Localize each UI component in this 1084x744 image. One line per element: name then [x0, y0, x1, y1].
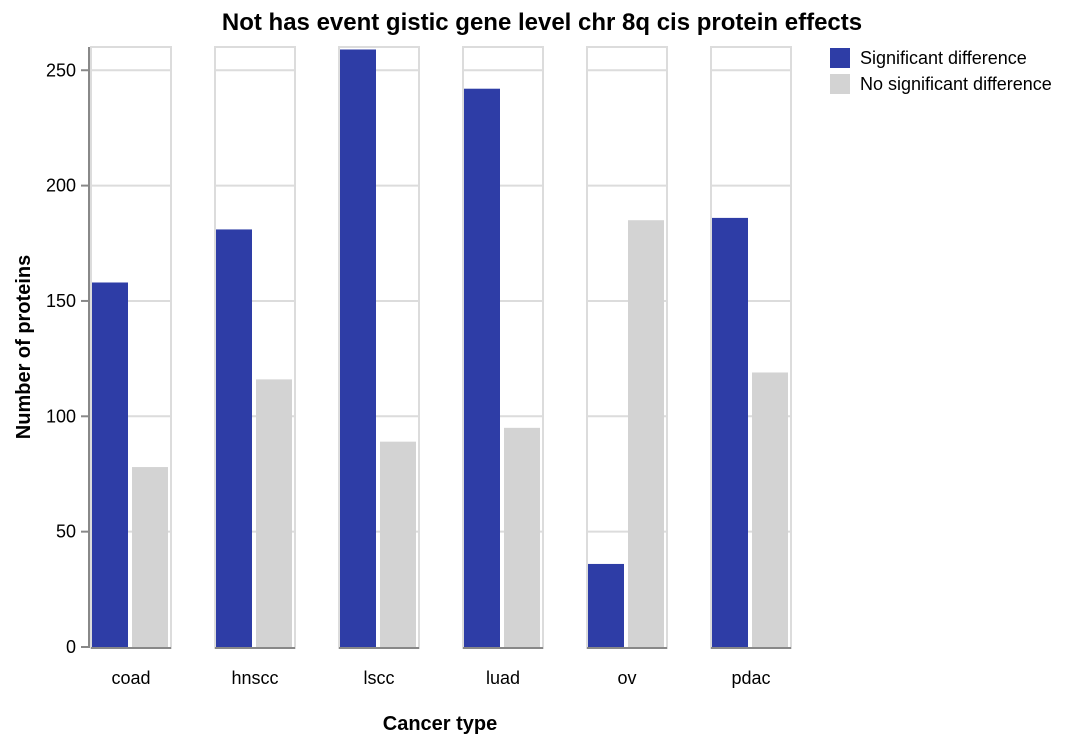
bar-ov-not-significant — [628, 220, 664, 647]
bar-coad-significant — [92, 282, 128, 647]
bar-pdac-not-significant — [752, 372, 788, 647]
legend: Significant difference No significant dif… — [830, 48, 1052, 94]
facet-panel-pdac: pdac — [710, 46, 792, 688]
bar-hnscc-significant — [216, 229, 252, 648]
bar-lscc-not-significant — [380, 441, 416, 647]
chart-title: Not has event gistic gene level chr 8q c… — [222, 9, 862, 36]
bar-pdac-significant — [712, 217, 748, 647]
x-tick-label: luad — [486, 668, 520, 688]
bar-lscc-significant — [340, 49, 376, 647]
legend-label: Significant difference — [860, 48, 1027, 68]
x-tick-label: coad — [111, 668, 150, 688]
facet-panels: coad hnscc lscc luad ov pdac — [90, 46, 792, 688]
x-axis-title: Cancer type — [383, 713, 498, 735]
legend-swatch — [830, 48, 850, 68]
legend-label: No significant difference — [860, 74, 1052, 94]
y-tick-label: 200 — [46, 176, 76, 196]
x-tick-label: ov — [617, 668, 636, 688]
facet-panel-lscc: lscc — [338, 46, 420, 688]
bar-ov-significant — [588, 563, 624, 647]
facet-panel-ov: ov — [586, 46, 668, 688]
facet-panel-coad: coad — [90, 46, 172, 688]
y-tick-label: 100 — [46, 406, 76, 426]
x-tick-label: lscc — [364, 668, 395, 688]
facet-panel-hnscc: hnscc — [214, 46, 296, 688]
x-tick-label: pdac — [731, 668, 770, 688]
bar-hnscc-not-significant — [256, 379, 292, 647]
bar-luad-significant — [464, 88, 500, 648]
y-tick-label: 250 — [46, 60, 76, 80]
y-axis-title: Number of proteins — [13, 255, 35, 439]
bar-luad-not-significant — [504, 427, 540, 647]
x-tick-label: hnscc — [231, 668, 278, 688]
legend-swatch — [830, 74, 850, 94]
y-tick-label: 150 — [46, 291, 76, 311]
bar-coad-not-significant — [132, 467, 168, 647]
facet-panel-luad: luad — [462, 46, 544, 688]
y-axis: 0 50 100 150 200 250 — [46, 47, 90, 657]
y-tick-label: 0 — [66, 637, 76, 657]
y-tick-label: 50 — [56, 522, 76, 542]
